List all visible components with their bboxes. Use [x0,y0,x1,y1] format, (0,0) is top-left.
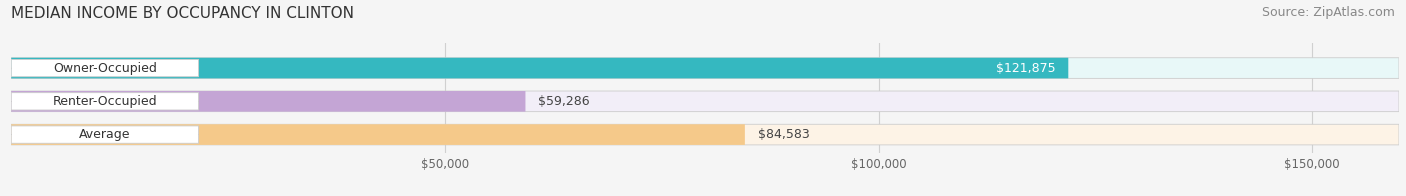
FancyBboxPatch shape [11,59,198,77]
Text: $59,286: $59,286 [538,95,591,108]
FancyBboxPatch shape [11,58,1069,78]
FancyBboxPatch shape [11,124,745,145]
FancyBboxPatch shape [11,126,198,143]
Text: Source: ZipAtlas.com: Source: ZipAtlas.com [1261,6,1395,19]
FancyBboxPatch shape [11,58,1399,78]
Text: Average: Average [79,128,131,141]
FancyBboxPatch shape [11,124,1399,145]
Text: $84,583: $84,583 [758,128,810,141]
Text: $121,875: $121,875 [995,62,1056,74]
Text: Renter-Occupied: Renter-Occupied [52,95,157,108]
FancyBboxPatch shape [11,91,1399,112]
FancyBboxPatch shape [11,93,198,110]
Text: MEDIAN INCOME BY OCCUPANCY IN CLINTON: MEDIAN INCOME BY OCCUPANCY IN CLINTON [11,6,354,21]
FancyBboxPatch shape [11,91,526,112]
Text: Owner-Occupied: Owner-Occupied [53,62,157,74]
